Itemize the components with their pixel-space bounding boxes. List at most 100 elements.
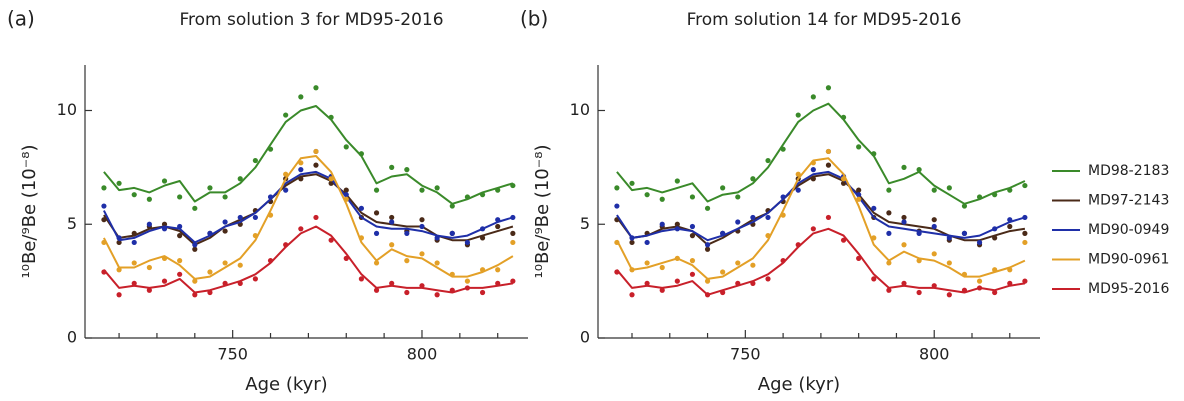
data-point xyxy=(404,258,410,264)
data-point xyxy=(720,269,726,275)
data-point xyxy=(886,210,892,216)
data-point xyxy=(689,223,696,230)
data-point xyxy=(237,262,243,268)
data-point xyxy=(871,205,877,211)
data-point xyxy=(161,278,168,284)
data-point xyxy=(419,217,425,223)
data-point xyxy=(629,292,635,298)
data-point xyxy=(659,196,665,202)
data-point xyxy=(404,230,410,236)
data-point xyxy=(146,287,152,293)
x-tick-label: 750 xyxy=(730,345,761,364)
data-point xyxy=(886,230,892,236)
panel-label: (b) xyxy=(520,7,548,31)
data-point xyxy=(856,196,862,202)
data-point xyxy=(810,167,816,173)
data-point xyxy=(192,292,198,298)
x-tick-label: 750 xyxy=(217,345,248,364)
data-point xyxy=(192,278,198,284)
data-point xyxy=(674,178,680,184)
panel-label: (a) xyxy=(7,7,35,31)
data-point xyxy=(434,292,440,298)
chart-title: From solution 3 for MD95-2016 xyxy=(179,10,443,30)
data-point xyxy=(795,187,801,193)
data-point xyxy=(614,203,620,209)
data-point xyxy=(358,276,365,282)
data-point xyxy=(146,264,152,271)
data-point xyxy=(765,276,771,282)
data-point xyxy=(1022,230,1028,236)
fit-line xyxy=(616,227,1026,296)
data-point xyxy=(298,167,304,173)
data-point xyxy=(856,187,862,193)
data-point xyxy=(449,203,455,209)
data-point xyxy=(313,162,319,168)
data-point xyxy=(1022,182,1028,189)
data-point xyxy=(222,194,228,200)
data-point xyxy=(101,185,107,191)
data-point xyxy=(283,112,289,118)
data-point xyxy=(901,280,907,286)
data-point xyxy=(735,219,741,225)
legend-label: MD95-2016 xyxy=(1088,281,1169,297)
data-point xyxy=(704,246,711,252)
data-point xyxy=(1007,223,1013,230)
data-point xyxy=(252,276,258,282)
y-axis-label: ¹⁰Be/⁹Be (10⁻⁸) xyxy=(532,145,553,279)
data-point xyxy=(116,292,122,298)
fit-line xyxy=(616,173,1026,246)
data-point xyxy=(495,223,501,230)
data-point xyxy=(358,205,365,211)
data-point xyxy=(614,185,620,191)
data-point xyxy=(644,260,650,266)
data-point xyxy=(750,214,756,221)
data-point xyxy=(720,185,726,191)
data-point xyxy=(735,260,741,266)
data-point xyxy=(856,144,862,150)
fit-line xyxy=(616,157,1026,280)
data-point xyxy=(886,287,892,293)
data-point xyxy=(373,260,380,266)
y-tick-label: 10 xyxy=(570,100,590,119)
data-point xyxy=(328,237,334,243)
data-point xyxy=(434,185,440,191)
data-point xyxy=(434,260,440,266)
data-point xyxy=(389,164,395,170)
data-point xyxy=(404,289,410,296)
data-point xyxy=(313,148,319,155)
data-point xyxy=(373,210,380,216)
data-point xyxy=(449,230,455,236)
data-point xyxy=(222,228,228,234)
data-point xyxy=(674,221,680,227)
data-point xyxy=(946,292,952,298)
data-point xyxy=(131,239,137,246)
y-axis-label: ¹⁰Be/⁹Be (10⁻⁸) xyxy=(19,145,40,279)
x-axis-label: Age (kyr) xyxy=(758,374,840,395)
data-point xyxy=(343,187,349,193)
legend-label: MD90-0961 xyxy=(1088,252,1169,268)
data-point xyxy=(464,278,471,284)
data-point xyxy=(495,267,501,273)
data-point xyxy=(207,269,213,275)
data-point xyxy=(192,242,198,248)
data-point xyxy=(131,192,137,198)
data-point xyxy=(146,221,152,227)
data-point xyxy=(825,214,832,221)
data-point xyxy=(343,144,349,150)
data-point xyxy=(629,180,635,186)
data-point xyxy=(510,230,516,236)
data-point xyxy=(704,205,711,211)
data-point xyxy=(916,289,922,296)
data-point xyxy=(871,276,877,282)
data-point xyxy=(689,194,696,200)
data-point xyxy=(313,214,319,221)
data-point xyxy=(328,176,334,182)
data-point xyxy=(659,264,665,271)
data-point xyxy=(976,239,983,246)
data-point xyxy=(765,157,771,164)
data-point xyxy=(161,178,168,184)
data-point xyxy=(644,192,650,198)
x-axis-label: Age (kyr) xyxy=(245,374,327,395)
data-point xyxy=(389,280,395,286)
data-point xyxy=(976,278,983,284)
